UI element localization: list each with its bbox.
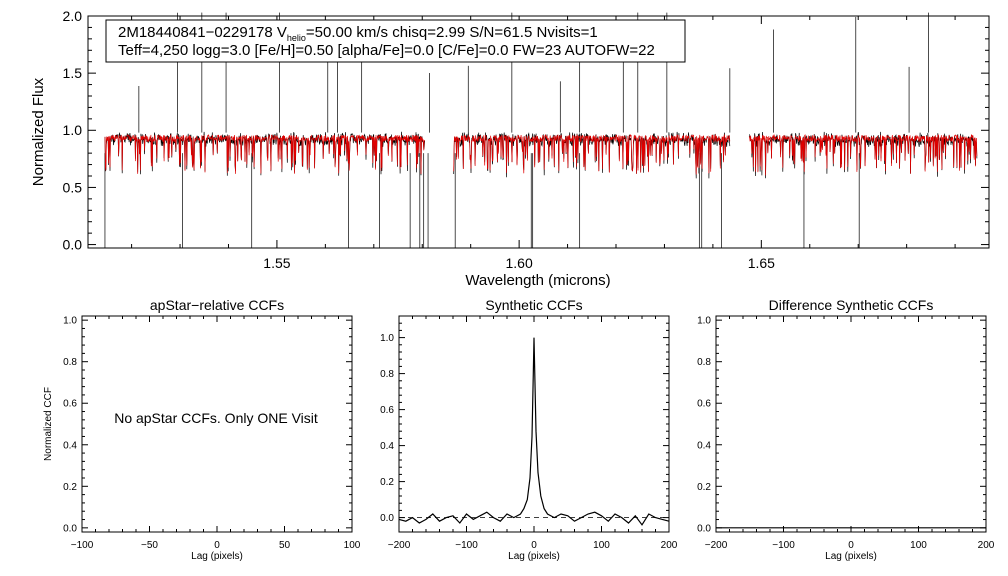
- apstar-ccf-ytick-label: 0.8: [63, 357, 77, 368]
- apstar-ccf-xtick-label: 100: [344, 540, 361, 551]
- apstar-ccf-ylabel: Normalized CCF: [43, 387, 54, 461]
- spectrum-data: [104, 12, 978, 248]
- difference-ccf-ytick-label: 0.2: [697, 482, 711, 493]
- difference-ccf-ytick-label: 1.0: [697, 316, 711, 327]
- spectrum-xtick-label: 1.60: [505, 255, 532, 271]
- info-line-1-prefix: 2M18440841−0229178 V: [118, 24, 287, 41]
- synthetic-spectrum-line-2: [453, 133, 731, 175]
- synthetic-ccf-xlabel: Lag (pixels): [508, 551, 560, 562]
- difference-ccf-xtick-label: 100: [910, 540, 927, 551]
- apstar-ccf-xtick-label: −50: [141, 540, 158, 551]
- spectrum-ytick-label: 0.0: [63, 236, 83, 252]
- synthetic-ccf-title: Synthetic CCFs: [485, 297, 582, 313]
- apstar-ccf-xtick-label: −100: [71, 540, 94, 551]
- synthetic-ccf-xtick-label: −100: [455, 540, 478, 551]
- synthetic-ccf-xtick-label: 200: [661, 540, 678, 551]
- apstar-ccf-ytick-label: 1.0: [63, 316, 77, 327]
- difference-ccf-xtick-label: −100: [772, 540, 795, 551]
- spectrum-panel: 1.55 1.60 1.65 0.0 0.5 1.0 1.5 2.0 Normalized F…: [30, 8, 990, 289]
- synthetic-ccf-xtick-label: −200: [388, 540, 411, 551]
- apstar-ccf-title: apStar−relative CCFs: [150, 297, 284, 313]
- synthetic-ccf-ytick-label: 0.0: [380, 513, 394, 524]
- synthetic-spectrum-line-3: [748, 134, 978, 176]
- difference-ccf-ytick-label: 0.0: [697, 523, 711, 534]
- difference-ccf-ticks: −200 −100 0 100 200 0.0 0.2 0.4 0.6 0.8 1.0: [697, 316, 995, 551]
- spectrum-xtick-label: 1.65: [748, 255, 775, 271]
- spectrum-ytick-label: 2.0: [63, 8, 83, 24]
- difference-ccf-xtick-label: 0: [848, 540, 854, 551]
- apstar-ccf-ytick-label: 0.2: [63, 482, 77, 493]
- info-line-1-suffix: =50.00 km/s chisq=2.99 S/N=61.5 Nvisits=…: [306, 24, 598, 41]
- difference-ccf-ytick-label: 0.6: [697, 399, 711, 410]
- difference-ccf-ytick-label: 0.4: [697, 440, 711, 451]
- synthetic-spectrum-line-1: [104, 133, 426, 175]
- apstar-ccf-ytick-label: 0.6: [63, 399, 77, 410]
- difference-ccf-xtick-label: −200: [705, 540, 728, 551]
- apstar-ccf-xtick-label: 50: [279, 540, 291, 551]
- apstar-ccf-ytick-label: 0.0: [63, 523, 77, 534]
- info-box: [105, 19, 686, 63]
- spectrum-ytick-label: 1.0: [63, 122, 83, 138]
- apstar-ccf-panel: −100 −50 0 50 100 0.0 0.2 0.4 0.6 0.8 1.0 apStar−r…: [43, 297, 361, 562]
- spectrum-ylabel: Normalized Flux: [30, 77, 47, 186]
- synthetic-ccf-ticks: −200 −100 0 100 200 0.0 0.2 0.4 0.6 0.8 1.0: [380, 315, 678, 551]
- difference-ccf-ytick-label: 0.8: [697, 357, 711, 368]
- synthetic-ccf-xtick-label: 100: [593, 540, 610, 551]
- apstar-ccf-ytick-label: 0.4: [63, 440, 77, 451]
- apstar-ccf-xtick-label: 0: [214, 540, 220, 551]
- difference-ccf-xtick-label: 200: [978, 540, 995, 551]
- spectrum-xlabel: Wavelength (microns): [465, 272, 610, 289]
- spectrum-xtick-label: 1.55: [263, 255, 290, 271]
- synthetic-ccf-ytick-label: 0.2: [380, 477, 394, 488]
- spectrum-ytick-label: 0.5: [63, 179, 83, 195]
- apstar-ccf-annotation: No apStar CCFs. Only ONE Visit: [114, 410, 318, 426]
- difference-ccf-axes-frame: [715, 315, 987, 533]
- info-line-1-subscript: helio: [287, 33, 306, 43]
- synthetic-ccf-panel: −200 −100 0 100 200 0.0 0.2 0.4 0.6 0.8 1.0 Synthe…: [380, 297, 678, 562]
- apstar-ccf-xlabel: Lag (pixels): [191, 551, 243, 562]
- apstar-ccf-ticks: −100 −50 0 50 100 0.0 0.2 0.4 0.6 0.8 1.0: [63, 316, 361, 551]
- difference-ccf-panel: −200 −100 0 100 200 0.0 0.2 0.4 0.6 0.8 1.0 Differ…: [697, 297, 995, 562]
- synthetic-ccf-ytick-label: 0.4: [380, 441, 394, 452]
- synthetic-ccf-xtick-label: 0: [531, 540, 537, 551]
- synthetic-ccf-ytick-label: 0.6: [380, 405, 394, 416]
- spectrum-axes-frame: [87, 15, 990, 249]
- synthetic-ccf-data: [398, 337, 670, 526]
- synthetic-ccf-ytick-label: 0.8: [380, 369, 394, 380]
- info-line-1: 2M18440841−0229178 Vhelio=50.00 km/s chi…: [118, 24, 598, 43]
- synthetic-ccf-ytick-label: 1.0: [380, 333, 394, 344]
- spectrum-ticks: 1.55 1.60 1.65 0.0 0.5 1.0 1.5 2.0: [63, 8, 989, 271]
- spectrum-ytick-label: 1.5: [63, 65, 83, 81]
- difference-ccf-xlabel: Lag (pixels): [825, 551, 877, 562]
- difference-ccf-title: Difference Synthetic CCFs: [769, 297, 934, 313]
- synthetic-ccf-line: [398, 337, 670, 526]
- info-line-2: Teff=4,250 logg=3.0 [Fe/H]=0.50 [alpha/F…: [118, 42, 655, 59]
